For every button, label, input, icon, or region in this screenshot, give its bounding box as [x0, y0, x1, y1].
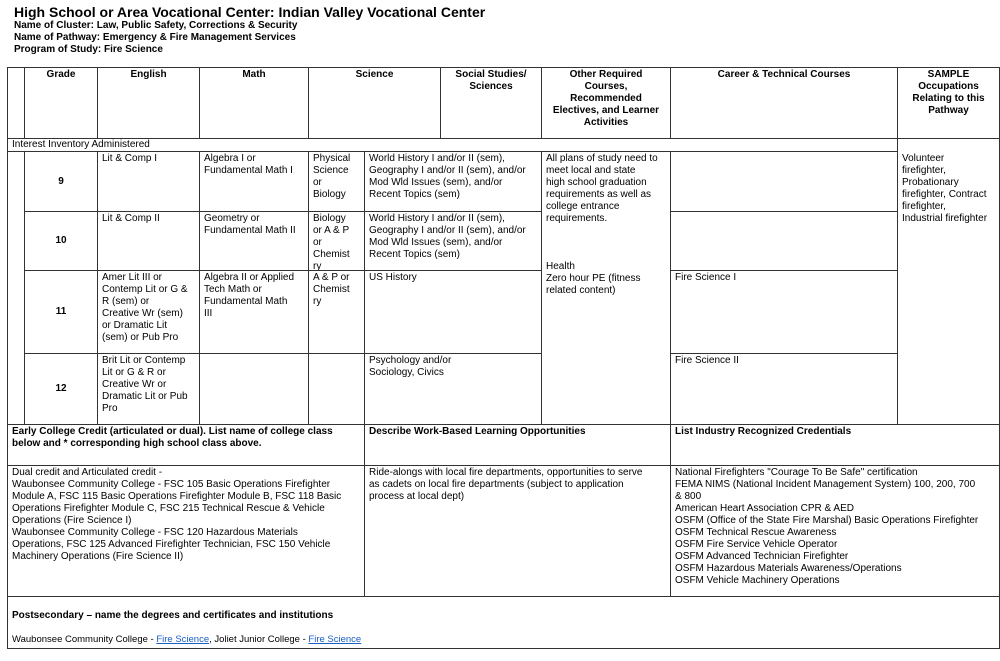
- english-11: Amer Lit III or Contemp Lit or G & R (se…: [97, 270, 200, 354]
- social-10: World History I and/or II (sem), Geograp…: [364, 211, 542, 271]
- math-12: [199, 353, 309, 425]
- interest-inventory-row: Interest Inventory Administered: [7, 138, 898, 152]
- header-math: Math: [199, 67, 309, 139]
- header-sample-occupations: SAMPLE Occupations Relating to this Path…: [897, 67, 1000, 139]
- grade-10: 10: [24, 211, 98, 271]
- sample-occupations-cell: Volunteer firefighter, Probationary fire…: [897, 138, 1000, 425]
- other-required-cell: All plans of study need to meet local an…: [541, 151, 671, 425]
- grade-12: 12: [24, 353, 98, 425]
- header-grade: Grade: [24, 67, 98, 139]
- english-9: Lit & Comp I: [97, 151, 200, 212]
- grade-11: 11: [24, 270, 98, 354]
- postsecondary-heading: Postsecondary – name the degrees and cer…: [12, 610, 334, 621]
- page-title: High School or Area Vocational Center: I…: [14, 4, 486, 20]
- science-9: Physical Science or Biology: [308, 151, 365, 212]
- math-11: Algebra II or Applied Tech Math or Funda…: [199, 270, 309, 354]
- cte-10: [670, 211, 898, 271]
- social-11: US History: [364, 270, 542, 354]
- work-based-heading: Describe Work-Based Learning Opportuniti…: [364, 424, 671, 466]
- header-social-studies: Social Studies/ Sciences: [440, 67, 542, 139]
- science-10: Biology or A & P or Chemist ry: [308, 211, 365, 271]
- credentials-heading: List Industry Recognized Credentials: [670, 424, 1000, 466]
- blank-header-cell: [7, 67, 25, 139]
- postsecondary-cell: Postsecondary – name the degrees and cer…: [7, 596, 1000, 649]
- fire-science-link-waubonsee[interactable]: Fire Science: [156, 634, 210, 645]
- cluster-name: Name of Cluster: Law, Public Safety, Cor…: [14, 20, 298, 31]
- science-12: [308, 353, 365, 425]
- pathway-name: Name of Pathway: Emergency & Fire Manage…: [14, 32, 296, 43]
- work-based-body: Ride-alongs with local fire departments,…: [364, 465, 671, 597]
- credentials-body: National Firefighters "Courage To Be Saf…: [670, 465, 1000, 597]
- social-12: Psychology and/or Sociology, Civics: [364, 353, 542, 425]
- science-11: A & P or Chemist ry: [308, 270, 365, 354]
- cte-12: Fire Science II: [670, 353, 898, 425]
- english-10: Lit & Comp II: [97, 211, 200, 271]
- early-credit-heading: Early College Credit (articulated or dua…: [7, 424, 365, 466]
- math-9: Algebra I or Fundamental Math I: [199, 151, 309, 212]
- social-9: World History I and/or II (sem), Geograp…: [364, 151, 542, 212]
- program-name: Program of Study: Fire Science: [14, 44, 163, 55]
- postsecondary-school-1: Waubonsee Community College -: [12, 634, 157, 645]
- header-science: Science: [308, 67, 441, 139]
- header-cte: Career & Technical Courses: [670, 67, 898, 139]
- early-credit-body: Dual credit and Articulated credit - Wau…: [7, 465, 365, 597]
- english-12: Brit Lit or Contemp Lit or G & R or Crea…: [97, 353, 200, 425]
- cte-11: Fire Science I: [670, 270, 898, 354]
- header-other-required: Other Required Courses, Recommended Elec…: [541, 67, 671, 139]
- fire-science-link-joliet[interactable]: Fire Science: [308, 634, 362, 645]
- postsecondary-school-2: , Joliet Junior College -: [209, 634, 309, 645]
- header-english: English: [97, 67, 200, 139]
- left-margin-cell: [7, 151, 25, 425]
- math-10: Geometry or Fundamental Math II: [199, 211, 309, 271]
- grade-9: 9: [24, 151, 98, 212]
- cte-9: [670, 151, 898, 212]
